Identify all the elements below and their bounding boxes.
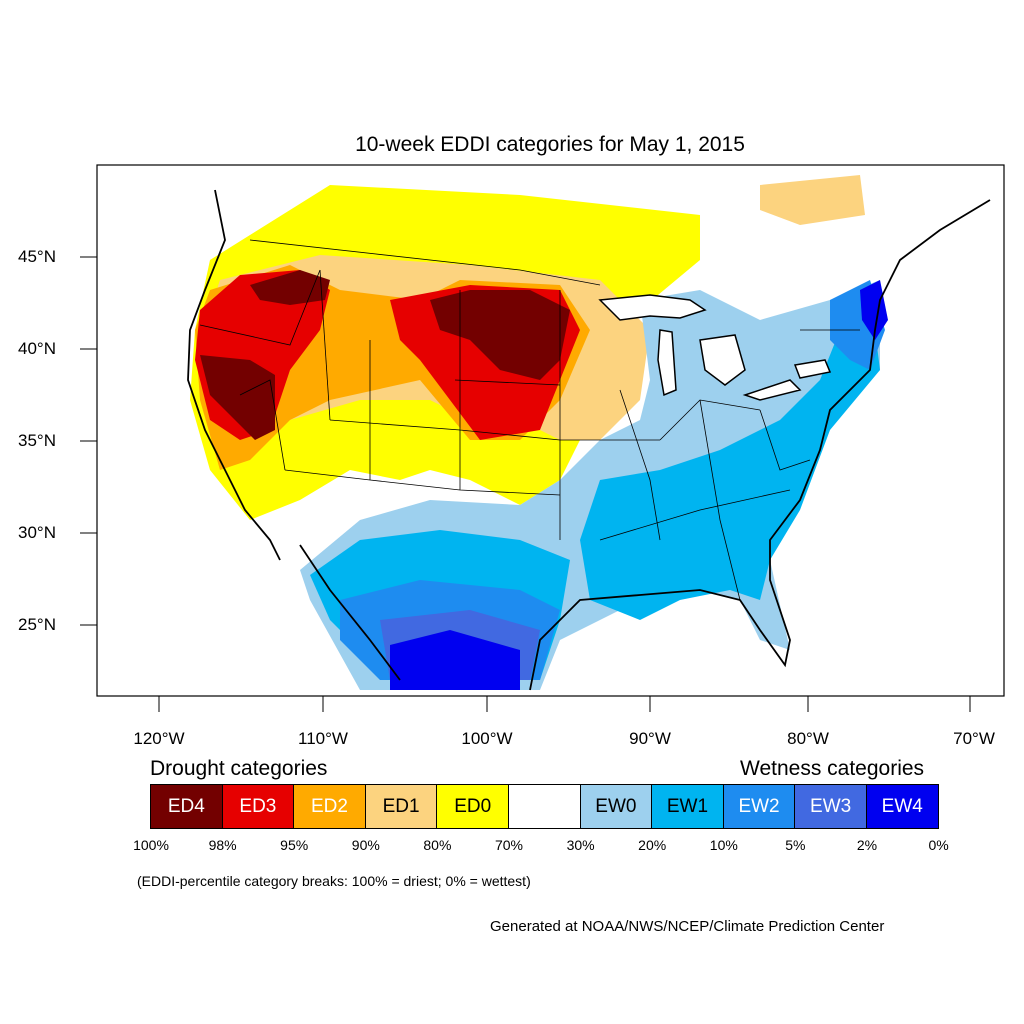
- break-label: 70%: [494, 837, 524, 853]
- legend-swatch-ed1: ED1: [364, 784, 438, 829]
- break-label: 5%: [785, 837, 806, 853]
- lon-label-120: 120°W: [133, 729, 185, 748]
- ew1-southeast: [580, 290, 880, 620]
- lon-label-110: 110°W: [298, 729, 348, 748]
- state-borders: [199, 239, 860, 601]
- break-label: 10%: [709, 837, 738, 853]
- axis-ticks: [80, 256, 971, 712]
- break-label: 0%: [928, 837, 949, 853]
- legend-swatch-ew3: EW3: [794, 784, 867, 829]
- legend-swatch-ed4: ED4: [150, 784, 223, 829]
- lon-label-100: 100°W: [461, 729, 513, 748]
- wetness-heading: Wetness categories: [740, 757, 925, 780]
- ed1-northeast-canada: [760, 175, 865, 225]
- legend-swatch-ew2: EW2: [722, 784, 796, 829]
- lat-label-30: 30°N: [18, 523, 56, 542]
- break-label: 95%: [280, 837, 309, 853]
- break-label: 20%: [638, 837, 667, 853]
- ed4-west: [200, 355, 275, 440]
- ed4-dakotas: [430, 290, 570, 380]
- lon-label-80: 80°W: [787, 729, 829, 748]
- map-frame: [96, 164, 1005, 697]
- map-title: 10-week EDDI categories for May 1, 2015: [355, 133, 745, 156]
- eddi-field: [185, 175, 991, 691]
- lat-label-45: 45°N: [18, 247, 56, 266]
- legend-swatch-ed0: ED0: [436, 784, 509, 829]
- break-label: 80%: [423, 837, 452, 853]
- lon-label-90: 90°W: [629, 729, 671, 748]
- legend-swatch-ew4: EW4: [865, 784, 939, 829]
- break-label: 90%: [351, 837, 380, 853]
- legend-swatch-ed3: ED3: [221, 784, 295, 829]
- category-legend: ED4 ED3 ED2 ED1 ED0 EW0 EW1 EW2 EW3 EW4: [150, 784, 939, 829]
- legend-swatch-ew1: EW1: [651, 784, 724, 829]
- break-label: 98%: [208, 837, 237, 853]
- lat-label-40: 40°N: [18, 339, 56, 358]
- lat-label-25: 25°N: [18, 615, 56, 634]
- ew4-northeast: [860, 280, 888, 340]
- us-coastline: [187, 189, 991, 691]
- ed4-northwest: [250, 270, 330, 305]
- legend-swatch-ew0: EW0: [579, 784, 653, 829]
- break-label: 100%: [133, 837, 169, 853]
- breaks-note: (EDDI-percentile category breaks: 100% =…: [137, 873, 531, 889]
- credit-line: Generated at NOAA/NWS/NCEP/Climate Predi…: [490, 918, 885, 935]
- break-label: 2%: [856, 837, 878, 853]
- great-lakes: [598, 294, 832, 401]
- lon-label-70: 70°W: [953, 729, 995, 748]
- break-label: 30%: [566, 837, 595, 853]
- drought-heading: Drought categories: [150, 757, 328, 780]
- ew4-texas: [390, 630, 520, 690]
- lat-label-35: 35°N: [18, 431, 56, 450]
- legend-swatch-ed2: ED2: [293, 784, 366, 829]
- legend-swatch-normal: [507, 784, 581, 829]
